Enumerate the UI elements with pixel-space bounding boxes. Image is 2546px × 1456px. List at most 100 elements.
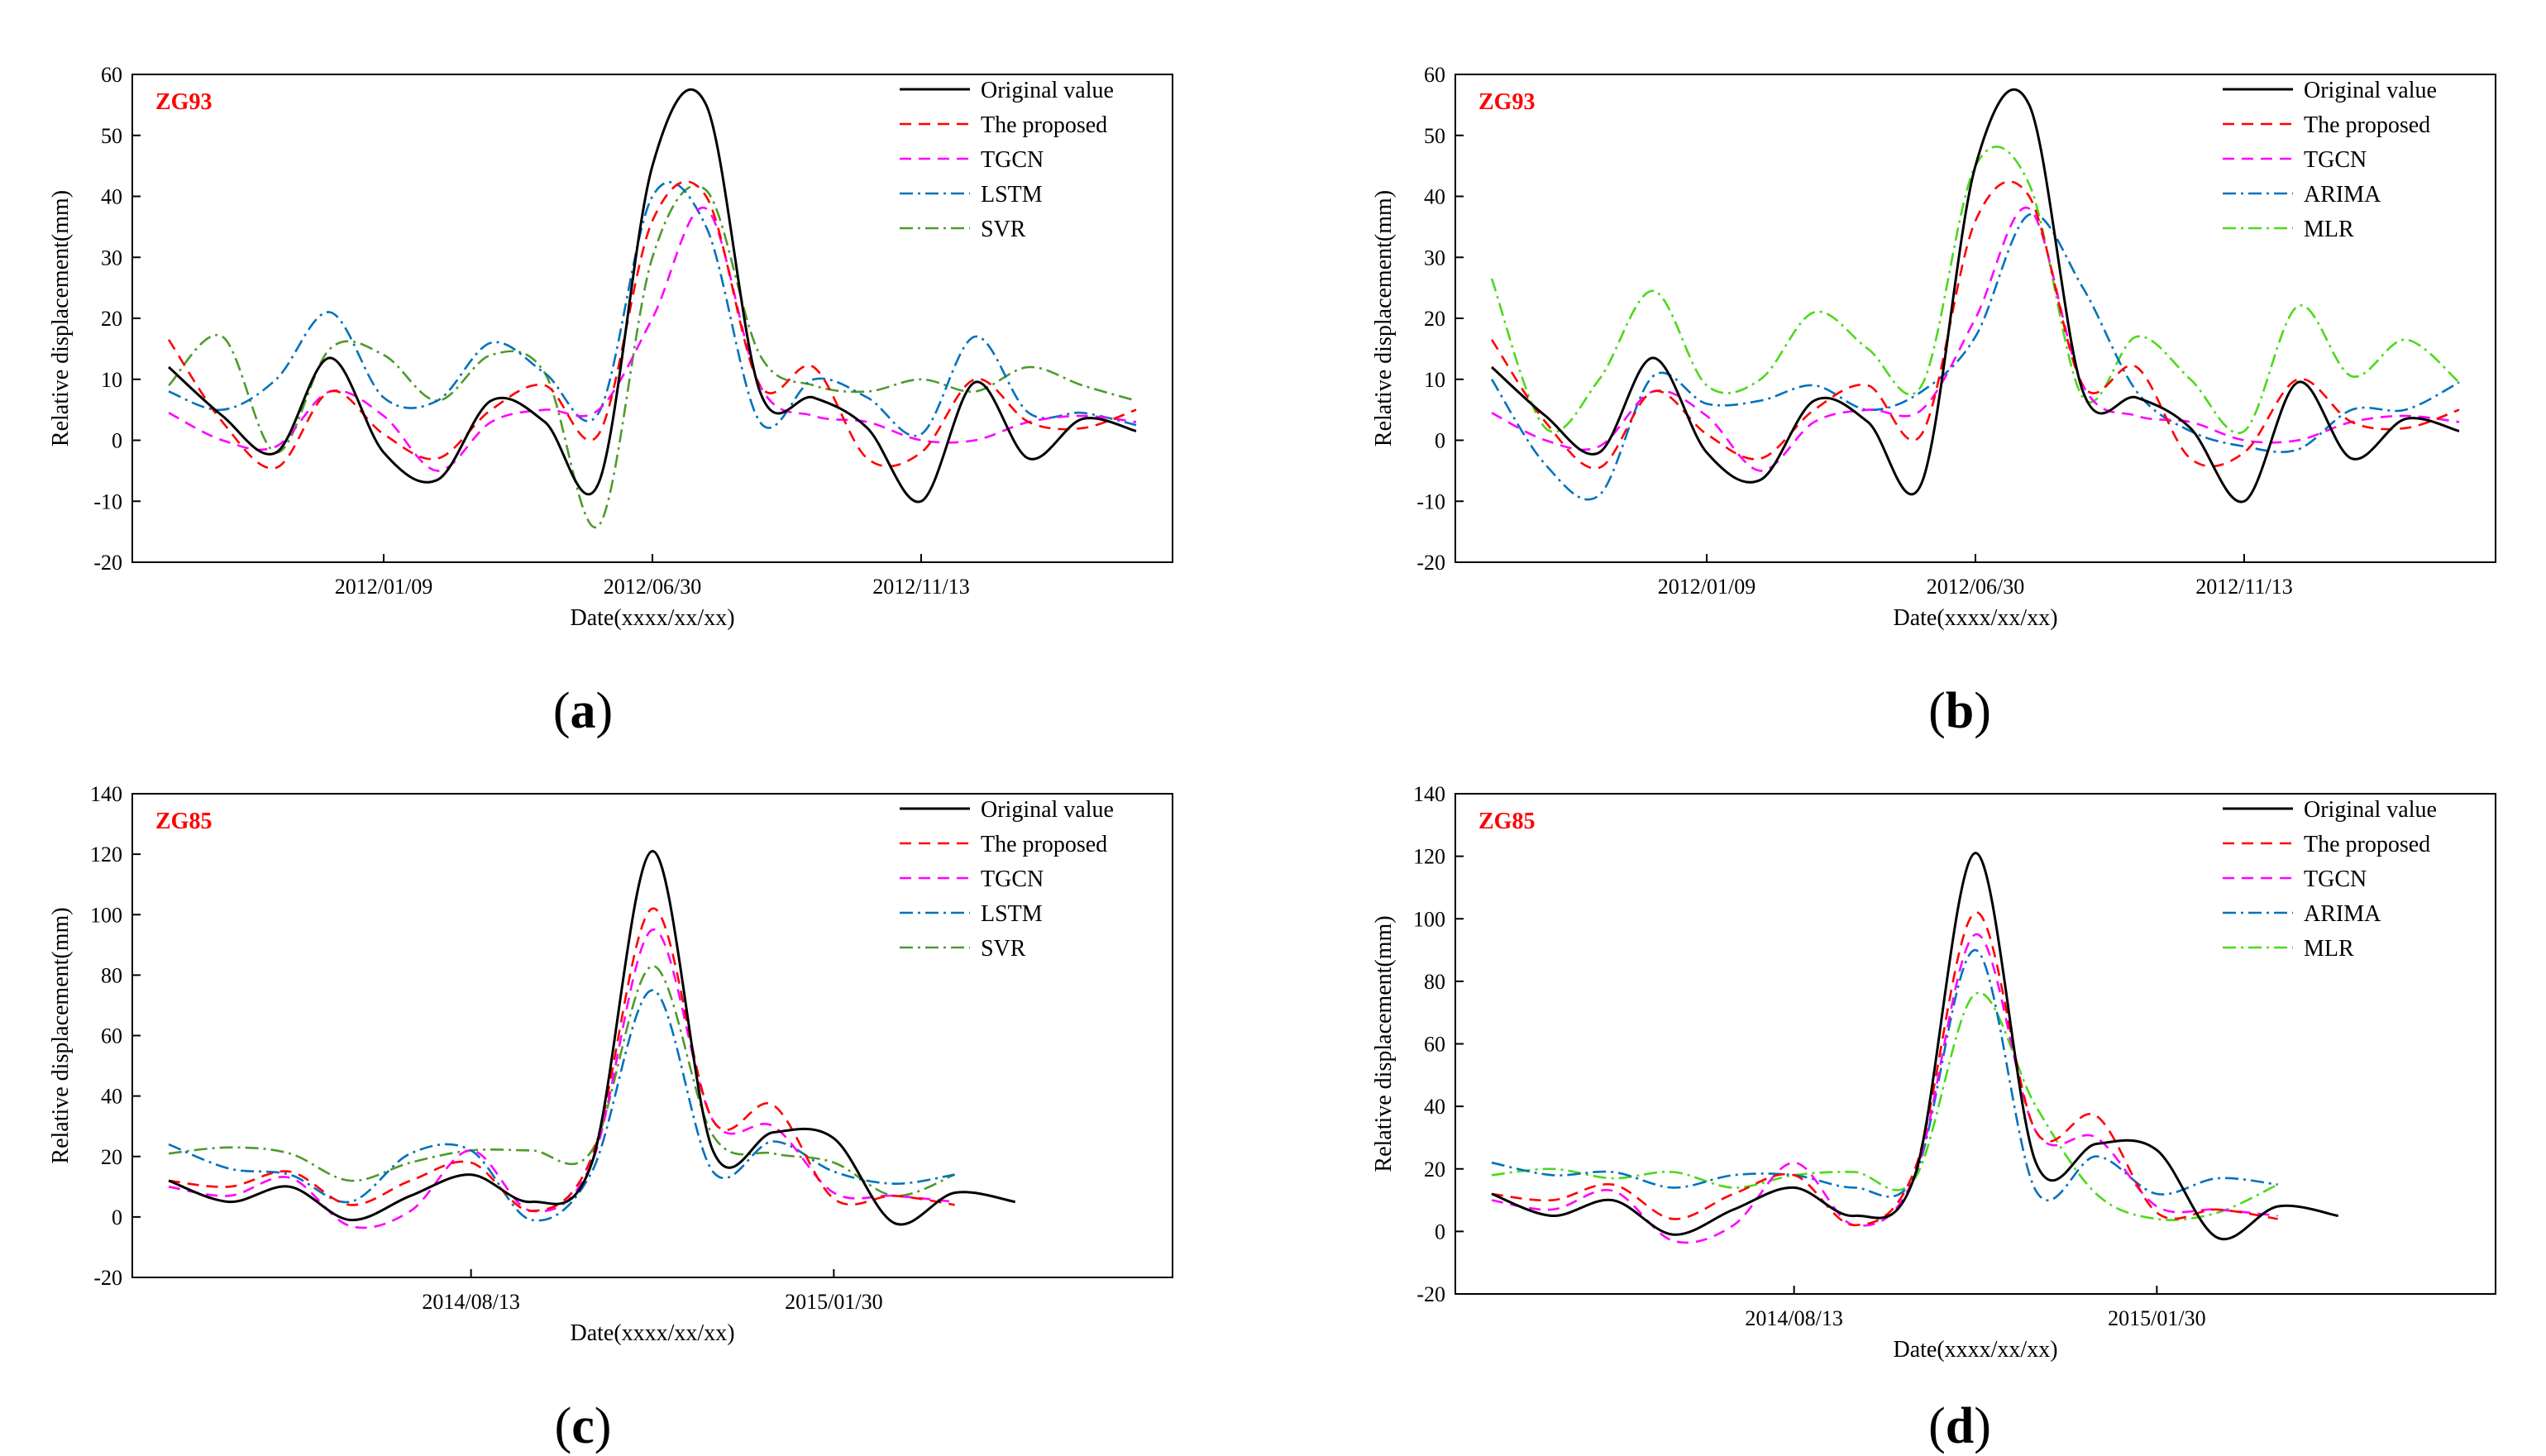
y-tick-label: 30 bbox=[101, 246, 122, 270]
y-tick-label: 40 bbox=[101, 185, 122, 209]
series-line-original bbox=[1490, 88, 2460, 504]
y-tick-label: 120 bbox=[1413, 845, 1445, 869]
legend: Original value The proposed TGCN LSTM SVR bbox=[900, 797, 1114, 962]
y-tick-label: 50 bbox=[101, 124, 122, 148]
x-tick-label: 2015/01/30 bbox=[785, 1290, 882, 1314]
y-tick-label: 40 bbox=[1424, 185, 1445, 209]
y-tick-label: 100 bbox=[1413, 907, 1445, 931]
series-line-svr bbox=[168, 184, 1137, 529]
station-label: ZG85 bbox=[1478, 809, 1535, 834]
y-tick-label: 20 bbox=[101, 1145, 122, 1169]
legend: Original value The proposed TGCN ARIMA MLR bbox=[2223, 797, 2437, 962]
y-tick-label: -20 bbox=[1416, 1282, 1445, 1306]
panel-c: -20 0 20 40 60 80 100 120 140 2014/08/13 2015/01/3… bbox=[48, 782, 1173, 1454]
legend-label-svr: SVR bbox=[981, 217, 1026, 242]
legend-label-mlr: MLR bbox=[2304, 217, 2354, 242]
y-tick-label: 140 bbox=[1413, 782, 1445, 806]
legend-label-original: Original value bbox=[981, 797, 1114, 823]
series-line-svr bbox=[168, 965, 956, 1197]
panel-a: -20 -10 0 10 20 30 40 50 60 2012/01/09 2012/06/30 2… bbox=[48, 63, 1173, 739]
legend-label-proposed: The proposed bbox=[981, 112, 1107, 138]
series-line-lstm bbox=[168, 989, 955, 1222]
x-axis-title: Date(xxxx/xx/xx) bbox=[1893, 1337, 2057, 1363]
x-axis-title: Date(xxxx/xx/xx) bbox=[570, 1320, 734, 1346]
y-tick-label: 60 bbox=[101, 63, 122, 87]
legend-label-mlr: MLR bbox=[2304, 936, 2354, 962]
series-line-proposed bbox=[1491, 911, 2278, 1227]
series-line-tgcn bbox=[1491, 933, 2278, 1244]
y-tick-label: -10 bbox=[1416, 489, 1445, 513]
y-tick-label: 10 bbox=[101, 368, 122, 392]
y-tick-label: 60 bbox=[1424, 63, 1445, 87]
legend-label-proposed: The proposed bbox=[2304, 832, 2430, 857]
series-line-original bbox=[167, 88, 1137, 504]
x-tick-label: 2012/11/13 bbox=[872, 575, 969, 599]
legend-label-tgcn: TGCN bbox=[2304, 147, 2367, 173]
x-tick-label: 2012/06/30 bbox=[604, 575, 701, 599]
series-line-proposed bbox=[168, 907, 955, 1212]
series-line-mlr bbox=[1491, 991, 2279, 1221]
legend-label-svr: SVR bbox=[981, 936, 1026, 962]
series-line-tgcn bbox=[168, 206, 1137, 472]
series-line-proposed bbox=[167, 180, 1137, 470]
y-tick-label: -20 bbox=[93, 551, 122, 575]
legend-label-arima: ARIMA bbox=[2304, 182, 2381, 208]
series-group bbox=[1491, 852, 2338, 1244]
legend-label-tgcn: TGCN bbox=[981, 866, 1044, 892]
y-tick-label: -20 bbox=[1416, 551, 1445, 575]
y-tick-label: 120 bbox=[90, 843, 122, 866]
series-line-tgcn bbox=[168, 928, 955, 1229]
series-line-arima bbox=[1491, 948, 2278, 1201]
y-axis-title: Relative displacement(mm) bbox=[1371, 915, 1397, 1172]
panel-letter: (d) bbox=[1928, 1398, 1991, 1454]
y-axis-title: Relative displacement(mm) bbox=[48, 190, 74, 446]
panel-d: -20 0 20 40 60 80 100 120 140 2014/08/13 2015/01/3… bbox=[1371, 782, 2496, 1454]
y-tick-label: 20 bbox=[1424, 1158, 1445, 1182]
legend-label-original: Original value bbox=[981, 78, 1114, 103]
y-tick-label: 0 bbox=[1435, 1220, 1445, 1244]
panel-letter: (a) bbox=[553, 683, 613, 739]
y-tick-label: -10 bbox=[93, 489, 122, 513]
series-line-arima bbox=[1490, 212, 2460, 501]
x-axis-title: Date(xxxx/xx/xx) bbox=[1893, 605, 2057, 631]
x-tick-label: 2015/01/30 bbox=[2108, 1306, 2205, 1330]
y-tick-label: 0 bbox=[112, 429, 122, 453]
y-tick-label: 80 bbox=[1424, 970, 1445, 994]
legend-label-lstm: LSTM bbox=[981, 901, 1043, 927]
legend-label-arima: ARIMA bbox=[2304, 901, 2381, 927]
panel-b: -20 -10 0 10 20 30 40 50 60 2012/01/09 2012/06/30 2… bbox=[1371, 63, 2496, 739]
legend-label-tgcn: TGCN bbox=[981, 147, 1044, 173]
legend-label-tgcn: TGCN bbox=[2304, 866, 2367, 892]
series-line-original bbox=[1491, 852, 2338, 1241]
y-tick-label: 140 bbox=[90, 782, 122, 806]
station-label: ZG93 bbox=[155, 89, 212, 115]
y-tick-label: 50 bbox=[1424, 124, 1445, 148]
x-tick-label: 2012/11/13 bbox=[2195, 575, 2292, 599]
series-line-lstm bbox=[168, 181, 1137, 437]
y-tick-label: 0 bbox=[1435, 429, 1445, 453]
y-tick-label: 40 bbox=[101, 1085, 122, 1109]
series-group bbox=[168, 849, 1015, 1229]
y-tick-label: 60 bbox=[101, 1024, 122, 1048]
legend: Original value The proposed TGCN LSTM SVR bbox=[900, 78, 1114, 242]
x-tick-label: 2014/08/13 bbox=[1745, 1306, 1842, 1330]
panel-letter: (c) bbox=[555, 1398, 612, 1454]
y-axis-title: Relative displacement(mm) bbox=[48, 907, 74, 1163]
legend-label-original: Original value bbox=[2304, 78, 2437, 103]
y-tick-label: 60 bbox=[1424, 1033, 1445, 1057]
series-group bbox=[167, 88, 1137, 529]
y-tick-label: 30 bbox=[1424, 246, 1445, 270]
legend-label-proposed: The proposed bbox=[2304, 112, 2430, 138]
series-line-tgcn bbox=[1491, 206, 2460, 472]
station-label: ZG85 bbox=[155, 809, 212, 834]
series-line-original bbox=[168, 849, 1015, 1226]
series-line-proposed bbox=[1490, 180, 2460, 470]
x-axis-title: Date(xxxx/xx/xx) bbox=[570, 605, 734, 631]
station-label: ZG93 bbox=[1478, 89, 1535, 115]
y-tick-label: 80 bbox=[101, 963, 122, 987]
series-group bbox=[1490, 88, 2460, 504]
legend-label-lstm: LSTM bbox=[981, 182, 1043, 208]
y-tick-label: 20 bbox=[101, 307, 122, 331]
x-tick-label: 2014/08/13 bbox=[422, 1290, 519, 1314]
panel-letter: (b) bbox=[1928, 683, 1991, 739]
